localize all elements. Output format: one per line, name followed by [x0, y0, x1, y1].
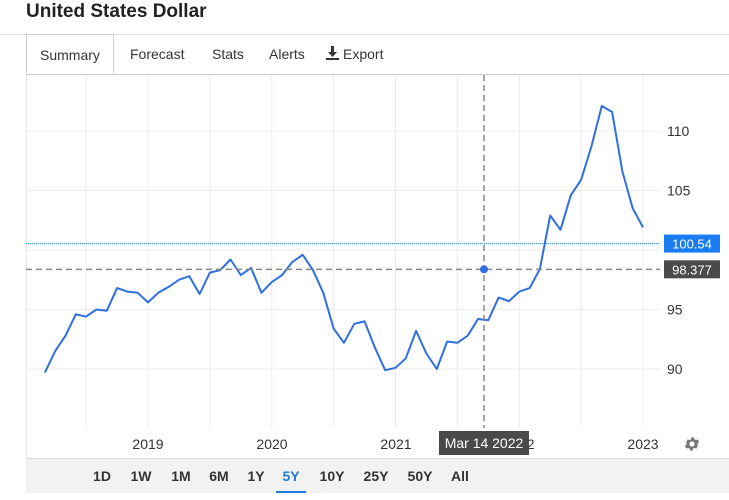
- y-axis-ticks: 90 95 105 110: [667, 123, 691, 377]
- x-axis-ticks: 20192020202120222023: [132, 436, 658, 452]
- range-1d-button[interactable]: 1D: [93, 468, 111, 484]
- tab-alerts-label: Alerts: [269, 46, 305, 62]
- tab-stats[interactable]: Stats: [212, 34, 244, 74]
- x-tick-label: 2023: [627, 436, 658, 452]
- range-10y-button[interactable]: 10Y: [319, 468, 345, 484]
- y-tick-label: 110: [667, 123, 690, 139]
- tab-export-label: Export: [343, 46, 384, 62]
- gear-icon[interactable]: [683, 435, 701, 453]
- x-tick-label: 2019: [132, 436, 163, 452]
- crosshair-value-label: 98.377: [672, 262, 712, 277]
- chart-left-border: [26, 75, 27, 458]
- crosshair-date-label: Mar 14 2022: [445, 435, 524, 451]
- tab-stats-label: Stats: [212, 46, 244, 62]
- x-tick-label: 2021: [380, 436, 411, 452]
- range-selector: 1D 1W 1M 6M 1Y 5Y 10Y 25Y 50Y All: [26, 458, 729, 493]
- tab-bar: Summary Forecast Stats Alerts Export: [26, 34, 729, 75]
- tab-summary[interactable]: Summary: [26, 34, 114, 74]
- range-25y-button[interactable]: 25Y: [363, 468, 389, 484]
- crosshair-date-badge: Mar 14 2022: [439, 431, 529, 455]
- tab-forecast-label: Forecast: [130, 46, 185, 62]
- tab-export[interactable]: Export: [326, 34, 383, 74]
- tab-alerts[interactable]: Alerts: [269, 34, 305, 74]
- last-price-label: 100.54: [672, 237, 712, 252]
- title-divider: [0, 34, 729, 35]
- y-tick-label: 95: [667, 302, 683, 318]
- range-5y-button[interactable]: 5Y: [276, 459, 306, 493]
- range-6m-button[interactable]: 6M: [209, 468, 229, 484]
- download-icon: [326, 35, 339, 75]
- tab-summary-label: Summary: [40, 47, 100, 63]
- chart-grid: [26, 75, 660, 428]
- tab-forecast[interactable]: Forecast: [130, 34, 184, 74]
- range-50y-button[interactable]: 50Y: [407, 468, 433, 484]
- page-title: United States Dollar: [26, 1, 207, 22]
- crosshair-point: [480, 265, 488, 274]
- y-tick-label: 90: [667, 361, 683, 377]
- price-line: [43, 105, 644, 374]
- crosshair-value-badge: 98.377: [664, 260, 720, 279]
- last-price-badge: 100.54: [664, 234, 720, 253]
- range-1w-button[interactable]: 1W: [130, 468, 152, 484]
- range-all-button[interactable]: All: [451, 468, 469, 484]
- range-1m-button[interactable]: 1M: [171, 468, 191, 484]
- x-tick-label: 2020: [256, 436, 287, 452]
- range-1y-button[interactable]: 1Y: [247, 468, 265, 484]
- y-tick-label: 105: [667, 183, 691, 199]
